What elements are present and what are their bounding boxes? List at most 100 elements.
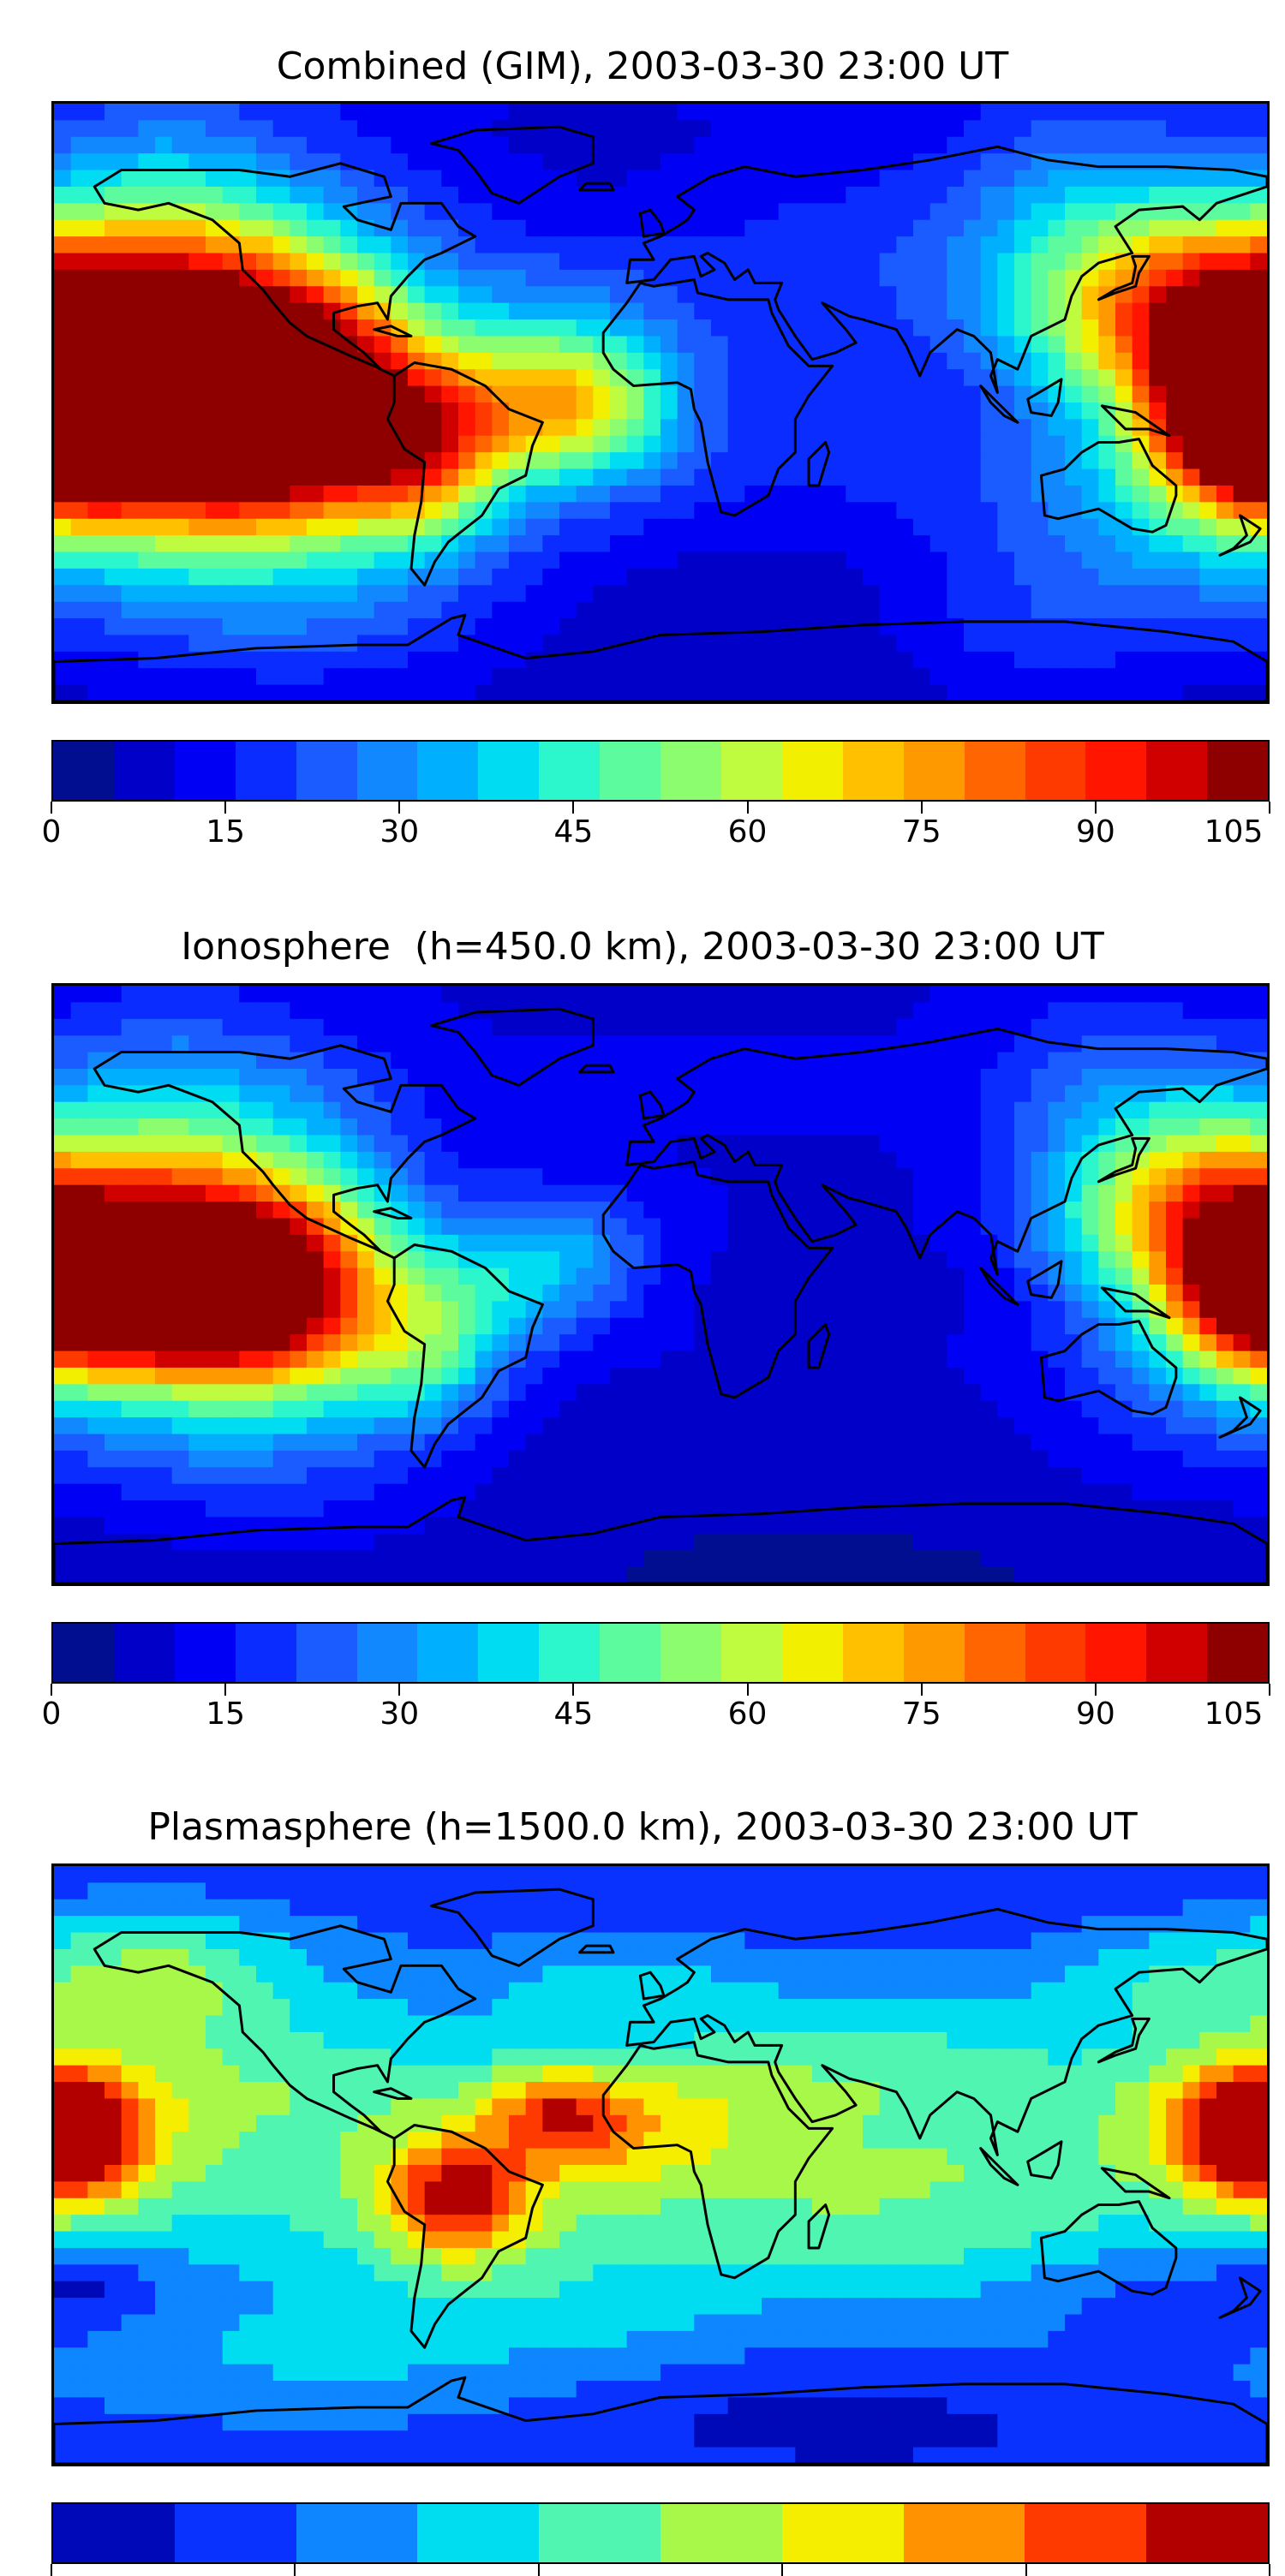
field-cell (1031, 170, 1049, 188)
field-cell (408, 137, 425, 154)
field-cell (1250, 1368, 1267, 1385)
field-cell (206, 402, 223, 420)
field-cell (138, 1285, 155, 1302)
field-cell (711, 1118, 728, 1136)
field-cell (172, 187, 189, 204)
field-cell (87, 120, 105, 137)
field-cell (997, 104, 1014, 121)
field-cell (1098, 1467, 1115, 1484)
field-cell (239, 668, 256, 685)
field-cell (660, 1417, 678, 1434)
field-cell (1115, 569, 1133, 586)
field-cell (1183, 236, 1200, 253)
field-cell (896, 1019, 913, 1036)
field-cell (172, 286, 189, 303)
field-cell (87, 502, 105, 519)
field-cell (913, 1185, 930, 1202)
field-cell (188, 1102, 206, 1119)
field-cell (880, 1019, 897, 1036)
field-cell (1082, 104, 1099, 121)
field-cell (273, 569, 290, 586)
field-cell (1098, 369, 1115, 386)
field-cell (1234, 386, 1251, 403)
field-cell (391, 1351, 408, 1368)
field-cell (964, 502, 981, 519)
field-cell (829, 1384, 846, 1401)
field-cell (155, 1517, 172, 1534)
field-cell (1166, 1251, 1183, 1268)
field-cell (1166, 1218, 1183, 1235)
field-cell (846, 552, 863, 569)
field-cell (340, 602, 357, 619)
field-cell (324, 469, 341, 486)
field-cell (509, 1484, 526, 1501)
field-cell (1183, 486, 1200, 503)
field-cell (1133, 303, 1150, 320)
field-cell (542, 203, 559, 220)
field-cell (542, 1235, 559, 1252)
field-cell (643, 1019, 660, 1036)
field-cell (357, 1517, 374, 1534)
field-cell (122, 1334, 139, 1351)
field-cell (846, 535, 863, 552)
field-cell (930, 685, 947, 701)
field-cell (846, 270, 863, 287)
field-cell (290, 203, 307, 220)
field-cell (188, 419, 206, 436)
field-cell (812, 519, 829, 536)
field-cell (779, 286, 796, 303)
field-cell (138, 1118, 155, 1136)
field-cell (223, 1484, 240, 1501)
field-cell (896, 1484, 913, 1501)
field-cell (71, 1451, 88, 1468)
field-cell (610, 286, 627, 303)
field-cell (1250, 1218, 1267, 1235)
field-cell (947, 270, 964, 287)
colorbar-segment (904, 742, 965, 800)
field-cell (54, 1085, 71, 1102)
field-cell (172, 1069, 189, 1086)
field-cell (54, 270, 71, 287)
field-cell (138, 1301, 155, 1318)
field-cell (239, 353, 256, 370)
field-cell (155, 1235, 172, 1252)
field-cell (1014, 1334, 1031, 1351)
field-cell (577, 552, 594, 569)
field-cell (357, 1002, 374, 1019)
field-cell (1166, 187, 1183, 204)
field-cell (1166, 386, 1183, 403)
field-cell (964, 635, 981, 652)
field-cell (577, 1218, 594, 1235)
field-cell (223, 519, 240, 536)
field-cell (492, 137, 509, 154)
field-cell (155, 369, 172, 386)
field-cell (188, 1334, 206, 1351)
field-cell (138, 1451, 155, 1468)
field-cell (408, 585, 425, 602)
field-cell (728, 1069, 745, 1086)
field-cell (1065, 1301, 1082, 1318)
field-cell (593, 253, 610, 271)
field-cell (930, 552, 947, 569)
field-cell (172, 486, 189, 503)
field-cell (678, 153, 695, 170)
field-cell (1199, 1401, 1216, 1418)
field-cell (643, 1401, 660, 1418)
field-cell (105, 336, 122, 353)
field-cell (1216, 253, 1234, 271)
field-cell (930, 1152, 947, 1169)
field-cell (458, 1351, 475, 1368)
field-cell (87, 685, 105, 701)
field-cell (122, 1185, 139, 1202)
field-cell (542, 1085, 559, 1102)
field-cell (492, 1251, 509, 1268)
field-cell (947, 1401, 964, 1418)
field-cell (1065, 319, 1082, 337)
field-cell (509, 618, 526, 635)
field-cell (829, 236, 846, 253)
field-cell (1048, 1085, 1065, 1102)
field-cell (779, 419, 796, 436)
field-cell (593, 336, 610, 353)
field-cell (880, 402, 897, 420)
field-cell (913, 602, 930, 619)
